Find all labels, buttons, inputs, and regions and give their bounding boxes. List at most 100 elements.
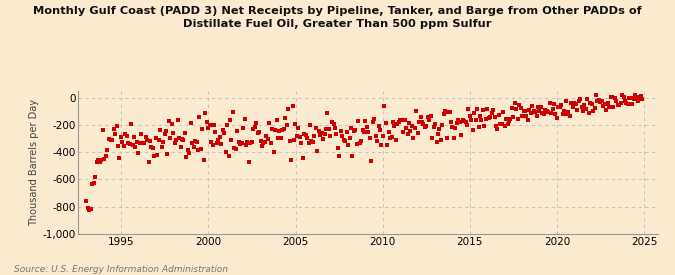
Point [254, 130, 265, 134]
Point [375, 128, 385, 132]
Point [319, 132, 330, 137]
Point [416, 119, 427, 124]
Point [611, 99, 622, 103]
Point [534, 109, 545, 113]
Point [286, 157, 296, 162]
Point [279, 126, 290, 131]
Point [143, 160, 154, 164]
Point [318, 136, 329, 141]
Point [137, 141, 148, 145]
Point [399, 118, 410, 123]
Point [258, 141, 269, 145]
Point [568, 104, 578, 109]
Point [221, 123, 232, 127]
Point [501, 117, 512, 121]
Point [394, 120, 404, 124]
Point [428, 125, 439, 129]
Point [412, 130, 423, 135]
Point [299, 131, 310, 136]
Point [340, 138, 350, 143]
Point [325, 133, 335, 138]
Point [452, 121, 462, 125]
Point [574, 97, 585, 101]
Point [129, 134, 140, 139]
Point [309, 134, 320, 139]
Point [612, 103, 623, 107]
Point [569, 101, 580, 105]
Point [560, 99, 571, 103]
Point [313, 128, 324, 133]
Point [198, 158, 209, 162]
Point [420, 125, 431, 129]
Point [277, 128, 288, 133]
Point [202, 126, 213, 130]
Point [220, 150, 231, 154]
Point [245, 141, 256, 145]
Point [434, 126, 445, 131]
Point [252, 131, 263, 135]
Point [294, 135, 305, 140]
Point [632, 99, 643, 103]
Point [190, 139, 200, 144]
Point [162, 151, 173, 156]
Point [161, 129, 171, 133]
Point [549, 102, 560, 106]
Point [578, 109, 589, 113]
Point [467, 128, 478, 132]
Point [107, 138, 117, 142]
Point [588, 109, 599, 113]
Point [188, 145, 199, 149]
Point [201, 120, 212, 124]
Point [99, 156, 110, 161]
Point [444, 109, 455, 114]
Point [312, 149, 323, 153]
Point [194, 114, 205, 119]
Point [617, 93, 628, 97]
Point [210, 130, 221, 135]
Point [460, 120, 471, 124]
Point [486, 111, 497, 115]
Point [290, 122, 301, 127]
Point [352, 142, 362, 146]
Point [500, 124, 510, 128]
Point [576, 104, 587, 109]
Point [386, 135, 397, 139]
Point [508, 114, 519, 119]
Point [111, 124, 122, 128]
Point [280, 116, 291, 120]
Point [543, 110, 554, 115]
Point [558, 112, 568, 116]
Point [126, 122, 136, 127]
Point [427, 136, 437, 141]
Point [267, 126, 277, 131]
Point [134, 141, 145, 145]
Point [535, 105, 546, 109]
Point [376, 143, 387, 147]
Point [421, 124, 432, 129]
Point [477, 108, 488, 112]
Point [433, 132, 443, 137]
Point [274, 129, 285, 133]
Point [524, 108, 535, 112]
Point [448, 136, 459, 141]
Point [180, 131, 190, 135]
Point [293, 126, 304, 130]
Point [156, 145, 167, 149]
Point [364, 136, 375, 140]
Point [124, 141, 135, 146]
Point [130, 145, 141, 149]
Point [133, 150, 144, 155]
Point [207, 143, 218, 148]
Point [356, 139, 367, 143]
Point [264, 121, 275, 125]
Point [139, 141, 150, 145]
Point [483, 116, 494, 120]
Point [404, 121, 414, 125]
Point [275, 136, 286, 140]
Point [572, 108, 583, 112]
Point [322, 111, 333, 115]
Point [271, 118, 282, 123]
Point [149, 154, 160, 158]
Point [430, 122, 441, 127]
Point [608, 105, 619, 109]
